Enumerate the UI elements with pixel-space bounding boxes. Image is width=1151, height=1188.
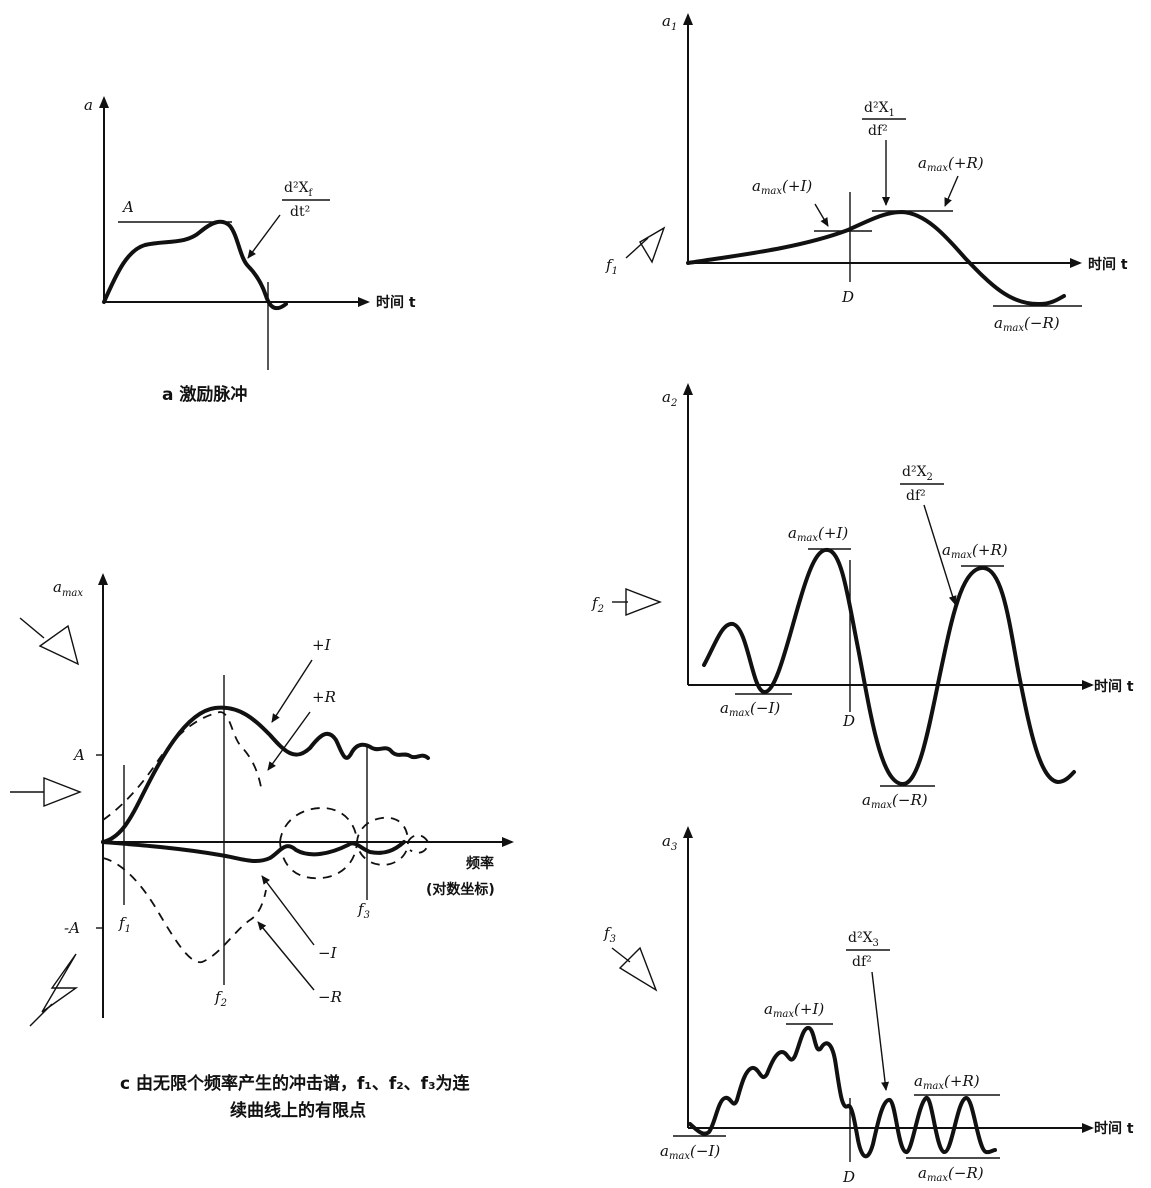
panel-b3-d-label: D	[842, 1168, 855, 1186]
panel-b2-d-label: D	[842, 712, 855, 730]
panel-c-pos-i-curve	[101, 705, 430, 844]
panel-a-excitation-pulse: a A d²Xf dt² 时间 t a 激励脉冲	[84, 96, 416, 405]
panel-b3-freq-label: f3	[603, 924, 616, 945]
panel-c-pos-r-leader	[267, 711, 311, 771]
panel-c-input-arrow-bot-icon	[41, 953, 79, 1013]
panel-b1-freq-label: f1	[605, 256, 618, 277]
panel-b1-pos-r-label: amax(+R)	[918, 154, 984, 174]
panel-a-time-label: 时间 t	[376, 294, 416, 311]
panel-b3-pos-i-label: amax(+I)	[764, 1000, 824, 1020]
panel-c-input-arrow-top-icon	[38, 624, 80, 666]
panel-b3-pos-r-label: amax(+R)	[914, 1072, 980, 1092]
panel-b2-input-arrow-icon	[625, 587, 662, 617]
panel-b1-pos-i-arrow	[814, 203, 829, 227]
panel-b1-response: a1 D amax(+I) amax(+R) amax(−R) d²X1 df²…	[605, 12, 1128, 334]
panel-c-pos-i-label: +I	[312, 636, 332, 654]
panel-b1-y-label: a1	[662, 12, 677, 33]
panel-b3-response-curve	[688, 1025, 997, 1159]
panel-c-neg-r-leader	[257, 921, 315, 991]
panel-a-annot-den: dt²	[290, 204, 310, 220]
panel-b1-input-arrow-icon	[639, 226, 666, 264]
panel-a-caption: a 激励脉冲	[162, 384, 247, 405]
panel-a-annot-num: d²Xf	[284, 180, 314, 199]
panel-a-level-label: A	[121, 198, 134, 216]
panel-c-neg-a-label: -A	[64, 919, 80, 937]
panel-b1-pos-i-label: amax(+I)	[752, 177, 812, 197]
panel-c-neg-r-label: −R	[318, 988, 342, 1006]
panel-b1-d-label: D	[841, 288, 854, 306]
panel-b2-pos-r-label: amax(+R)	[942, 541, 1008, 561]
panel-b2-y-label: a2	[662, 388, 677, 409]
panel-b2-neg-r-label: amax(−R)	[862, 791, 928, 811]
panel-b3-annot-num: d²X3	[848, 930, 879, 949]
panel-b3-y-label: a3	[662, 832, 677, 853]
panel-b2-time-label: 时间 t	[1094, 678, 1134, 695]
panel-c-caption-line-2: 续曲线上的有限点	[230, 1100, 366, 1121]
panel-c-input-arrow-mid-icon	[43, 776, 82, 808]
panel-c-caption-line-1: c 由无限个频率产生的冲击谱，f₁、f₂、f₃为连	[120, 1073, 471, 1094]
panel-b1-time-label: 时间 t	[1088, 256, 1128, 273]
panel-c-neg-i-leader	[261, 875, 315, 946]
panel-b2-response-curve	[702, 547, 1076, 786]
panel-b2-annot-num: d²X2	[902, 464, 933, 483]
panel-b1-annot-num: d²X1	[864, 100, 895, 119]
panel-c-y-label: amax	[53, 578, 83, 599]
panel-b3-annot-arrow	[871, 971, 890, 1091]
panel-b3-neg-r-label: amax(−R)	[918, 1164, 984, 1184]
panel-b3-neg-i-label: amax(−I)	[660, 1142, 720, 1162]
panel-c-f1-label: f1	[118, 914, 131, 935]
panel-b1-pos-r-arrow	[944, 175, 959, 207]
panel-b2-pos-i-label: amax(+I)	[788, 524, 848, 544]
panel-b1-neg-r-label: amax(−R)	[994, 314, 1060, 334]
panel-c-input-shaft-top	[19, 617, 45, 639]
panel-b3-input-shaft	[611, 947, 631, 963]
panel-a-annot-arrow	[247, 214, 281, 259]
panel-c-pos-a-label: A	[72, 746, 85, 764]
panel-c-x-label-scale: (对数坐标)	[426, 881, 495, 898]
panel-b2-freq-label: f2	[591, 594, 604, 615]
panel-b2-annot-arrow	[923, 504, 957, 605]
panel-a-pulse-curve	[102, 219, 288, 311]
panel-c-neg-i-curve	[101, 840, 406, 863]
panel-c-f2-label: f2	[214, 988, 227, 1009]
panel-c-shock-spectrum: amax A -A f1 f2 f3 +I +R −I −R	[10, 573, 514, 1121]
panel-b3-response: a3 D amax(+I) amax(+R) amax(−I) amax(−R)…	[603, 826, 1134, 1186]
panel-c-f3-label: f3	[357, 900, 370, 921]
panel-b3-time-label: 时间 t	[1094, 1120, 1134, 1137]
panel-b2-annot-den: df²	[906, 488, 926, 504]
panel-c-x-label: 频率	[466, 855, 494, 872]
panel-c-pos-r-curve	[102, 711, 429, 854]
panel-b2-response: a2 D amax(+I) amax(+R) amax(−I) amax(−R)…	[591, 383, 1134, 811]
panel-b3-input-arrow-icon	[618, 946, 658, 992]
panel-c-pos-r-label: +R	[312, 688, 336, 706]
panel-b2-neg-i-label: amax(−I)	[720, 699, 780, 719]
panel-c-neg-i-label: −I	[318, 944, 338, 962]
panel-c-pos-i-leader	[271, 659, 313, 723]
panel-c-neg-r-curve	[102, 841, 409, 963]
panel-b1-response-curve	[686, 210, 1066, 307]
panel-b3-annot-den: df²	[852, 954, 872, 970]
panel-b1-annot-den: df²	[868, 123, 888, 139]
panel-b1-input-shaft	[625, 237, 649, 259]
panel-a-y-label: a	[84, 96, 93, 114]
